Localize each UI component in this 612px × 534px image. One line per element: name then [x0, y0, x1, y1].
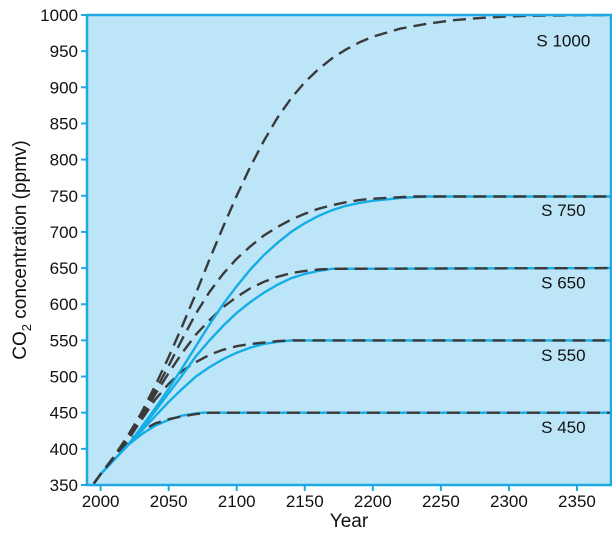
x-tick-label: 2300	[490, 492, 528, 511]
y-tick-label: 800	[50, 151, 78, 170]
x-tick-label: 2200	[354, 492, 392, 511]
y-axis-title-suffix: concentration (ppmv)	[10, 140, 31, 324]
y-tick-label: 350	[50, 476, 78, 495]
series-label-s-450: S 450	[541, 418, 585, 437]
series-label-s-1000: S 1000	[536, 31, 590, 50]
y-tick-label: 400	[50, 440, 78, 459]
x-axis-ticks: 2000 2050 2100 2150 2200 2250 2300 2350	[82, 485, 596, 511]
plot-background	[87, 15, 611, 485]
x-tick-label: 2150	[286, 492, 324, 511]
series-s-750-dashed-line	[92, 195, 611, 485]
y-tick-label: 600	[50, 295, 78, 314]
x-tick-label: 2250	[422, 492, 460, 511]
plot-frame	[85, 13, 612, 487]
y-tick-label: 450	[50, 404, 78, 423]
y-axis-title-prefix: CO	[10, 331, 31, 360]
x-axis-title: Year	[330, 511, 369, 532]
x-tick-label: 2050	[150, 492, 188, 511]
series-s-750-solid-line	[92, 195, 611, 485]
y-axis-title-subscript: 2	[19, 324, 34, 331]
y-tick-label: 500	[50, 368, 78, 387]
y-tick-label: 850	[50, 114, 78, 133]
x-tick-label: 2000	[82, 492, 120, 511]
y-tick-label: 550	[50, 331, 78, 350]
y-axis-ticks: 350 400 450 500 550 600 650 700 750 800 850 900 950 1…	[40, 6, 87, 495]
y-axis-title: CO2 concentration (ppmv)	[10, 140, 34, 359]
y-tick-label: 1000	[40, 6, 78, 25]
x-tick-label: 2350	[558, 492, 596, 511]
series-label-s-650: S 650	[541, 274, 585, 293]
series-labels: S 450 S 550 S 650 S 750 S 1000	[536, 31, 590, 437]
plot-lines	[92, 13, 612, 485]
x-tick-label: 2100	[218, 492, 256, 511]
series-label-s-750: S 750	[541, 201, 585, 220]
y-tick-label: 750	[50, 187, 78, 206]
series-label-s-550: S 550	[541, 346, 585, 365]
y-tick-label: 650	[50, 259, 78, 278]
y-tick-label: 950	[50, 42, 78, 61]
series-s-1000-dashed-line	[92, 13, 612, 485]
y-tick-label: 700	[50, 223, 78, 242]
y-tick-label: 900	[50, 78, 78, 97]
